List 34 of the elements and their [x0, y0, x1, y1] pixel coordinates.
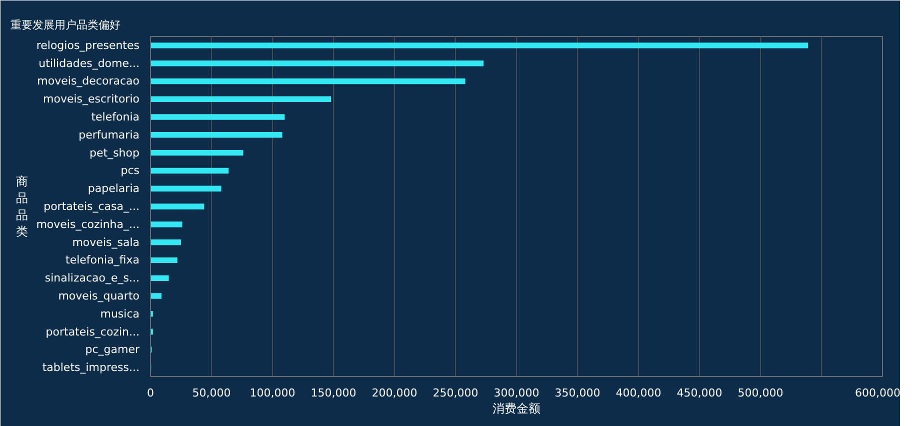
y-tick-label: perfumaria [78, 128, 140, 142]
y-tick-label: musica [100, 307, 140, 320]
text: 200,000 [372, 386, 418, 400]
chart-title: 重要发展用户品类偏好 [10, 18, 120, 32]
x-tick-label: 0 [147, 386, 154, 400]
x-axis-title: 消费金额 [492, 402, 540, 416]
y-tick-label: relogios_presentes [36, 38, 140, 52]
text: 400,000 [616, 386, 662, 400]
text: 150,000 [310, 386, 356, 400]
y-tick-label: portateis_casa_... [44, 200, 140, 213]
y-tick-label: pet_shop [90, 146, 140, 160]
y-tick-label: tablets_impress... [42, 361, 140, 374]
text: 100,000 [250, 386, 296, 400]
text: 500,000 [738, 386, 784, 400]
y-tick-label: telefonia_fixa [66, 254, 140, 267]
y-tick-label: utilidades_dome... [38, 56, 140, 70]
y-tick-label: telefonia [91, 110, 140, 124]
y-tick-label: pc_gamer [85, 343, 140, 356]
y-tick-label: pcs [120, 164, 140, 178]
y-tick-label: moveis_decoracao [37, 74, 140, 88]
y-tick-label: moveis_escritorio [43, 92, 140, 106]
y-tick-label: moveis_quarto [58, 289, 140, 302]
text: 450,000 [676, 386, 722, 400]
x-tick-label: 600,000 [855, 386, 901, 400]
text: 300,000 [494, 386, 540, 400]
text: 50,000 [192, 386, 231, 400]
y-tick-label: sinalizacao_e_s... [44, 272, 140, 285]
y-tick-label: moveis_sala [72, 236, 140, 249]
text: 250,000 [432, 386, 478, 400]
y-tick-label: papelaria [88, 182, 140, 196]
y-axis-title: 商品品类 [16, 174, 28, 239]
text: 350,000 [554, 386, 600, 400]
y-tick-label: moveis_cozinha_... [36, 218, 140, 231]
y-tick-label: portateis_cozin... [46, 325, 140, 338]
